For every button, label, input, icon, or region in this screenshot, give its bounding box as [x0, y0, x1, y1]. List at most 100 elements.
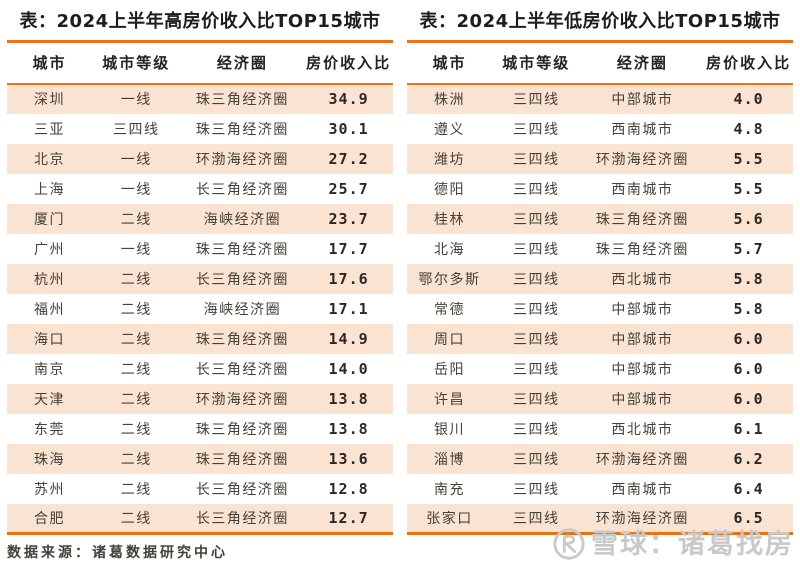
table-cell: 环渤海经济圈	[195, 151, 289, 168]
table-cell: 长三角经济圈	[195, 181, 289, 198]
table-row: 遵义 三四线 西南城市 4.8	[407, 114, 793, 144]
table-cell: 珠海	[33, 451, 65, 468]
low-ratio-table-body: 株洲 三四线 中部城市 4.0 遵义 三四线 西南城市 4.8 潍坊 三四线 环渤海经济圈 5.5 德阳…	[407, 83, 793, 534]
table-cell: 中部城市	[611, 361, 674, 378]
table-title-low: 表：2024上半年低房价收入比TOP15城市	[419, 11, 781, 32]
table-cell: 上海	[33, 181, 65, 198]
header-row: 城市 城市等级 经济圈 房价收入比	[7, 41, 393, 85]
ratio-cell: 5.5	[733, 149, 764, 168]
table-cell: 二线	[120, 510, 152, 527]
table-cell: 一线	[120, 151, 152, 168]
table-cell: 环渤海经济圈	[195, 391, 289, 408]
ratio-cell: 25.7	[328, 179, 369, 198]
table-cell: 三四线	[513, 121, 560, 138]
table-cell: 二线	[120, 361, 152, 378]
table-cell: 张家口	[426, 510, 473, 527]
table-row: 广州 一线 珠三角经济圈 17.7	[7, 234, 393, 264]
table-row: 北京 一线 环渤海经济圈 27.2	[7, 143, 393, 174]
table-row: 上海 一线 长三角经济圈 25.7	[7, 174, 393, 204]
table-cell: 三四线	[513, 92, 560, 108]
table-cell: 三四线	[113, 121, 160, 138]
xueqiu-logo-icon	[552, 527, 586, 561]
table-cell: 二线	[120, 451, 152, 468]
table-row: 桂林 三四线 珠三角经济圈 5.6	[407, 203, 793, 234]
table-cell: 天津	[33, 391, 65, 408]
table-cell: 周口	[433, 331, 465, 348]
table-cell: 中部城市	[611, 331, 674, 348]
table-cell: 二线	[120, 421, 152, 438]
table-row: 北海 三四线 珠三角经济圈 5.7	[407, 234, 793, 264]
table-row: 常德 三四线 中部城市 5.8	[407, 294, 793, 324]
table-cell: 珠三角经济圈	[195, 331, 289, 348]
table-row: 海口 二线 珠三角经济圈 14.9	[7, 323, 393, 354]
table-title-high: 表：2024上半年高房价收入比TOP15城市	[19, 11, 381, 32]
table-cell: 岳阳	[433, 361, 465, 378]
table-cell: 杭州	[33, 271, 65, 288]
table-cell: 遵义	[433, 121, 465, 138]
table-cell: 三四线	[513, 301, 560, 318]
ratio-cell: 27.2	[328, 149, 369, 168]
high-ratio-table-section: 表：2024上半年高房价收入比TOP15城市 城市 城市等级 经济圈 房价收入比…	[7, 4, 393, 535]
table-row: 南京 二线 长三角经济圈 14.0	[7, 354, 393, 384]
table-row: 潍坊 三四线 环渤海经济圈 5.5	[407, 143, 793, 174]
table-cell: 中部城市	[611, 301, 674, 318]
table-cell: 银川	[433, 421, 465, 438]
ratio-cell: 6.4	[733, 479, 764, 498]
high-ratio-table: 城市 城市等级 经济圈 房价收入比 深圳 一线 珠三角经济圈 34.9 三亚 三四线 珠三角…	[7, 40, 393, 535]
ratio-cell: 4.0	[733, 90, 764, 108]
table-cell: 珠三角经济圈	[595, 241, 689, 258]
table-cell: 环渤海经济圈	[595, 451, 689, 468]
ratio-cell: 6.5	[733, 508, 764, 527]
table-cell: 中部城市	[611, 391, 674, 408]
table-row: 三亚 三四线 珠三角经济圈 30.1	[7, 114, 393, 144]
table-row: 银川 三四线 西北城市 6.1	[407, 414, 793, 444]
table-row: 周口 三四线 中部城市 6.0	[407, 323, 793, 354]
header-row: 城市 城市等级 经济圈 房价收入比	[407, 41, 793, 85]
table-row: 株洲 三四线 中部城市 4.0	[407, 83, 793, 114]
table-cell: 长三角经济圈	[195, 361, 289, 378]
table-cell: 鄂尔多斯	[418, 271, 481, 288]
table-row: 张家口 三四线 环渤海经济圈 6.5	[407, 503, 793, 534]
table-row: 苏州 二线 长三角经济圈 12.8	[7, 474, 393, 504]
table-cell: 三四线	[513, 241, 560, 258]
ratio-cell: 4.8	[733, 119, 764, 138]
col-header-tier: 城市等级	[491, 41, 581, 85]
table-cell: 常德	[433, 301, 465, 318]
ratio-cell: 6.0	[733, 329, 764, 348]
table-cell: 一线	[120, 241, 152, 258]
table-cell: 二线	[120, 211, 152, 228]
table-cell: 长三角经济圈	[195, 481, 289, 498]
watermark: 雪球：诸葛找房	[552, 527, 794, 561]
ratio-cell: 5.5	[733, 179, 764, 198]
table-cell: 二线	[120, 331, 152, 348]
col-header-economic-circle: 经济圈	[180, 41, 305, 85]
ratio-cell: 13.8	[328, 389, 369, 408]
table-cell: 西北城市	[611, 271, 674, 288]
col-header-economic-circle: 经济圈	[580, 41, 705, 85]
col-header-ratio: 房价收入比	[704, 41, 793, 85]
table-cell: 珠三角经济圈	[595, 211, 689, 228]
footer: 数据来源：诸葛数据研究中心	[7, 542, 793, 562]
table-cell: 广州	[33, 241, 65, 258]
ratio-cell: 6.0	[733, 389, 764, 408]
table-row: 南充 三四线 西南城市 6.4	[407, 474, 793, 504]
table-cell: 海口	[33, 331, 65, 348]
table-cell: 珠三角经济圈	[195, 421, 289, 438]
table-cell: 淄博	[433, 451, 465, 468]
ratio-cell: 12.7	[328, 508, 369, 527]
table-row: 厦门 二线 海峡经济圈 23.7	[7, 203, 393, 234]
table-row: 许昌 三四线 中部城市 6.0	[407, 383, 793, 414]
table-cell: 西南城市	[611, 481, 674, 498]
table-cell: 二线	[120, 301, 152, 318]
table-cell: 三四线	[513, 181, 560, 198]
tables-container: 表：2024上半年高房价收入比TOP15城市 城市 城市等级 经济圈 房价收入比…	[7, 4, 793, 535]
table-cell: 深圳	[33, 92, 65, 108]
table-cell: 南充	[433, 481, 465, 498]
table-cell: 株洲	[433, 92, 465, 108]
table-cell: 桂林	[433, 211, 465, 228]
table-cell: 环渤海经济圈	[595, 510, 689, 527]
table-cell: 二线	[120, 271, 152, 288]
low-ratio-table-section: 表：2024上半年低房价收入比TOP15城市 城市 城市等级 经济圈 房价收入比…	[407, 4, 793, 535]
table-cell: 苏州	[33, 481, 65, 498]
